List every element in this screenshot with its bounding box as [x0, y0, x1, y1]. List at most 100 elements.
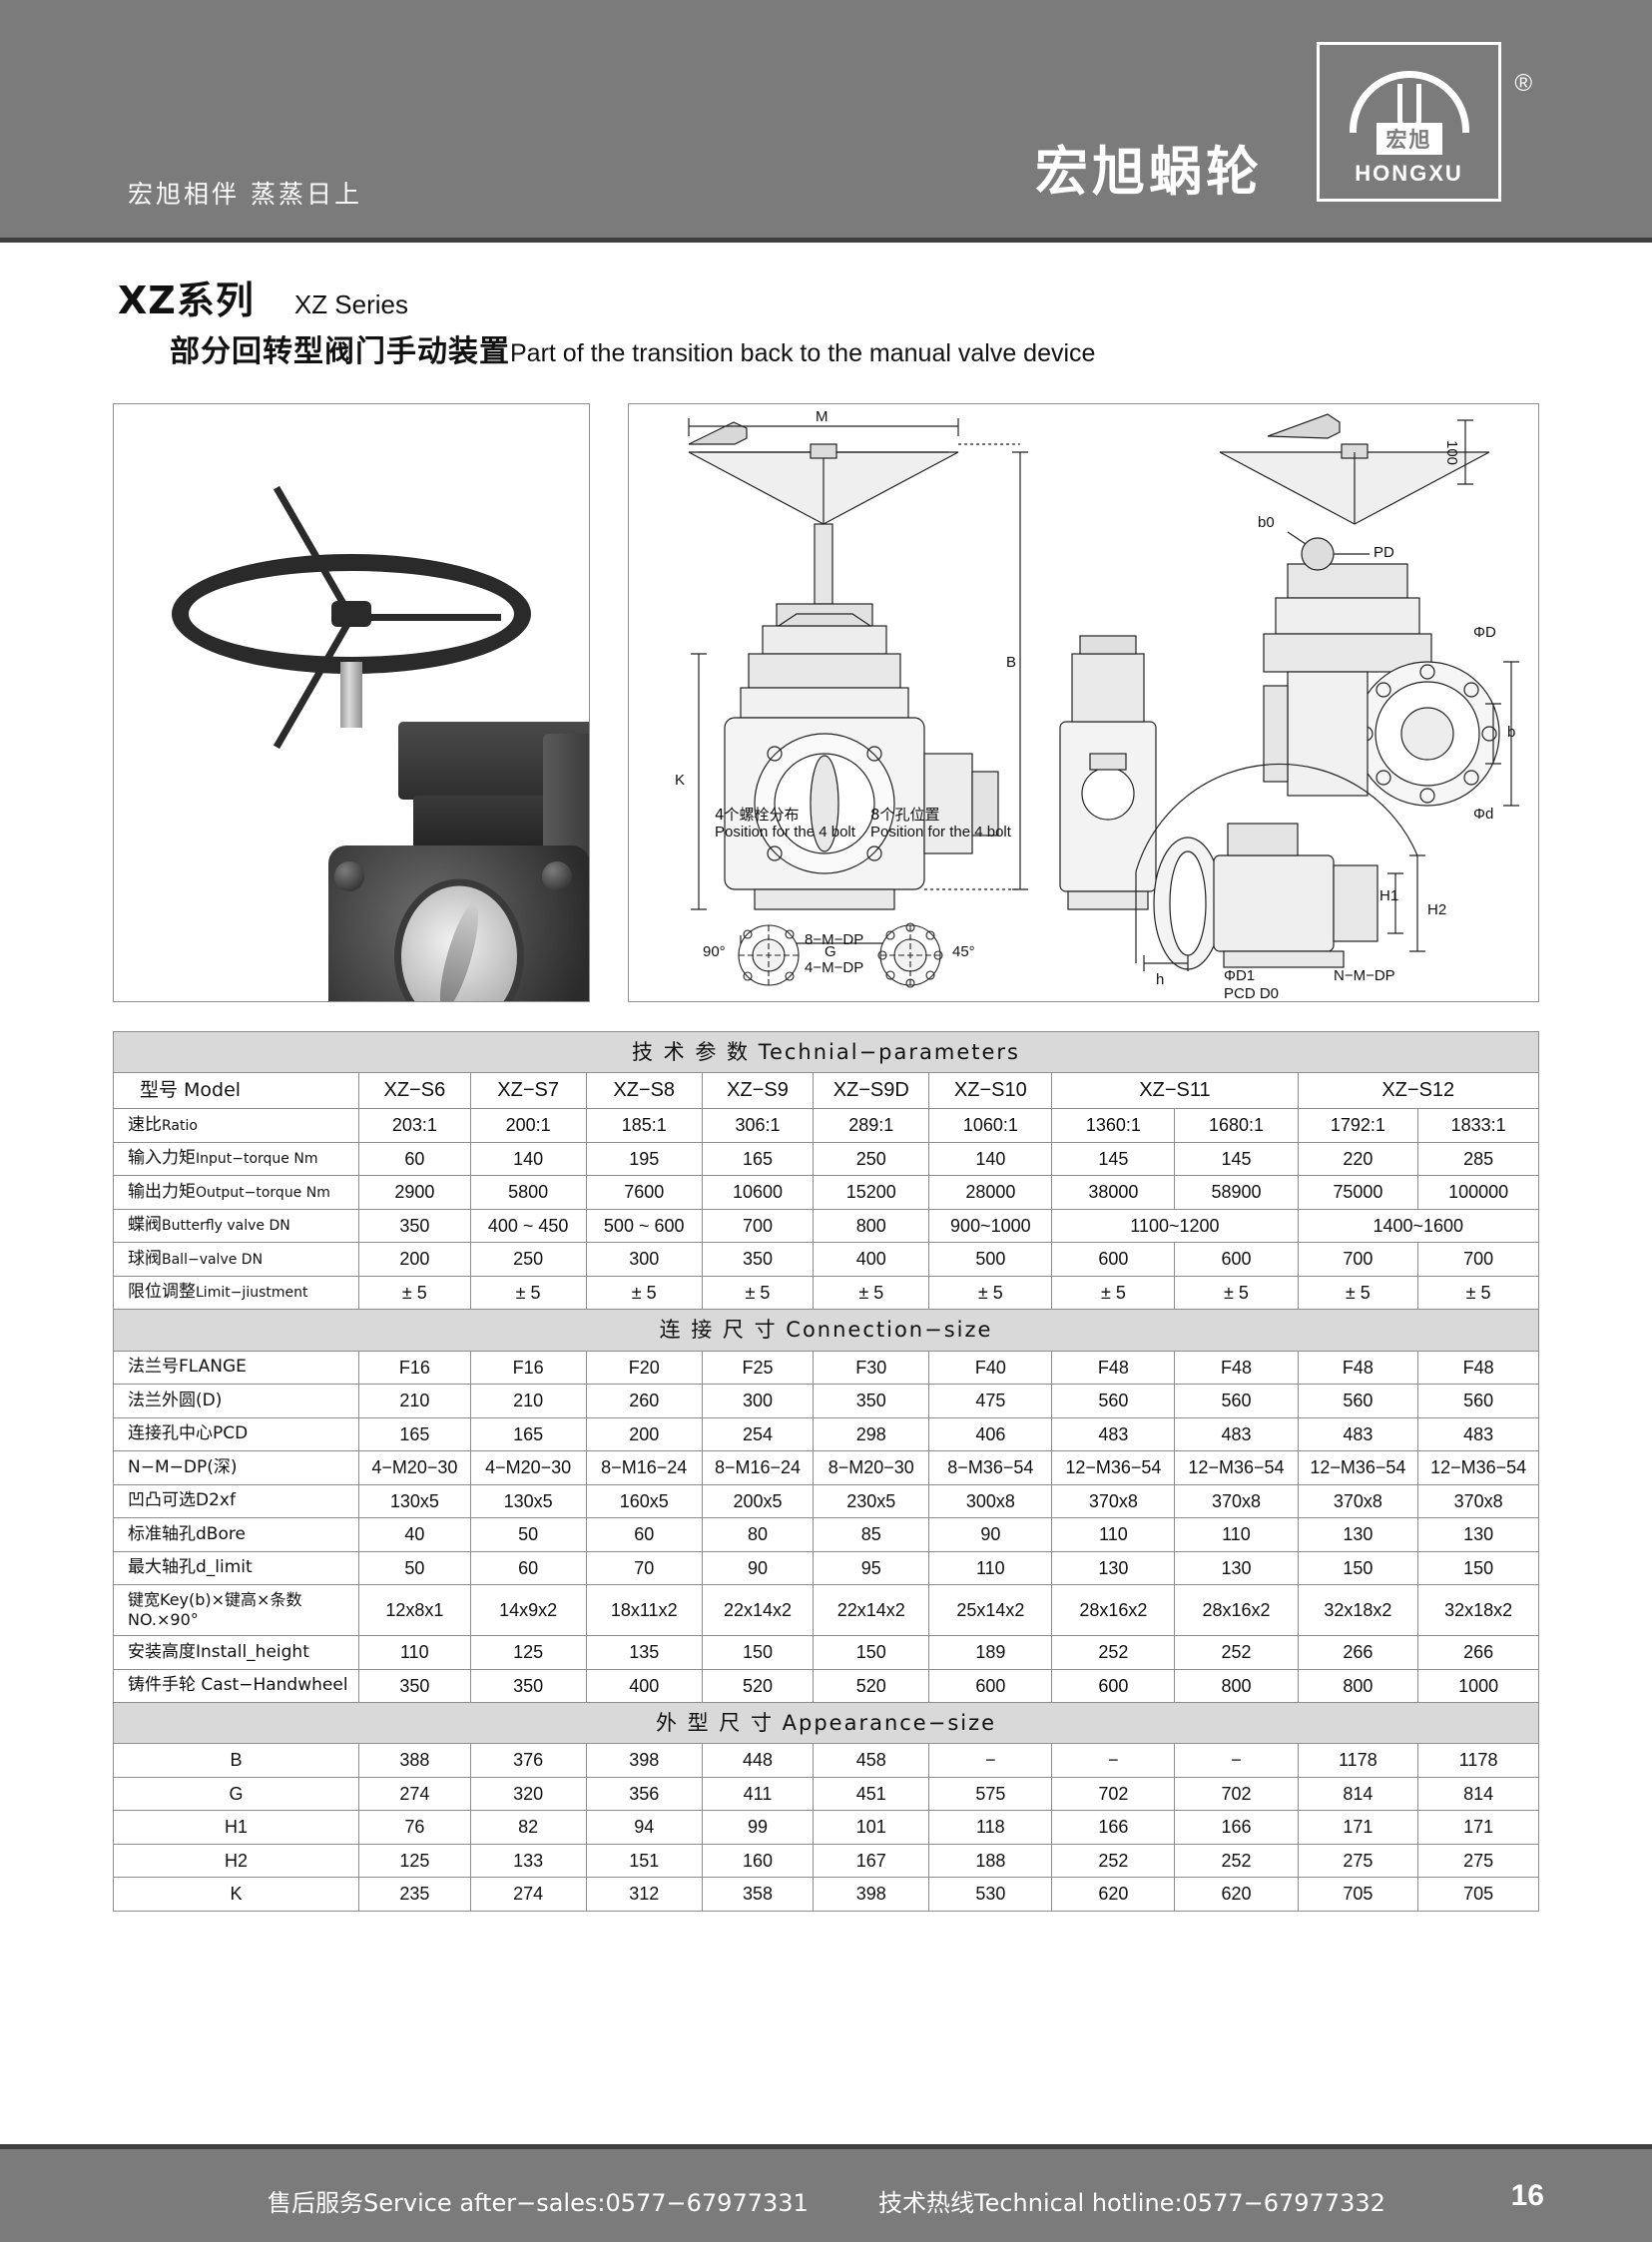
section-header-connection: 连 接 尺 寸 Connection−size	[113, 1309, 1539, 1352]
cell-limit-9: ± 5	[1417, 1275, 1539, 1311]
table-row-bore: 标准轴孔dBore 40 50 60 80 85 90 110 110 130 …	[112, 1517, 1539, 1552]
cell-G-0: 274	[358, 1776, 471, 1812]
row-label-G: G	[112, 1776, 360, 1812]
cell-input-8: 220	[1297, 1141, 1419, 1177]
cell-flange-1: F16	[469, 1350, 587, 1385]
cell-H2-3: 160	[701, 1843, 815, 1879]
cell-ratio-0: 203:1	[358, 1108, 471, 1143]
cell-flange-4: F30	[813, 1350, 930, 1385]
cell-key-0: 12x8x1	[358, 1584, 471, 1636]
cell-ball-9: 700	[1417, 1242, 1539, 1277]
note-8hole-cn: 8个孔位置	[870, 806, 940, 824]
dim-label-B: B	[1006, 654, 1017, 671]
cell-flange-2: F20	[585, 1350, 703, 1385]
cell-flange-7: F48	[1174, 1350, 1299, 1385]
cell-ball-3: 350	[701, 1242, 815, 1277]
cell-flange-6: F48	[1051, 1350, 1176, 1385]
logo-english-name: HONGXU	[1355, 161, 1463, 186]
table-row-key: 键宽Key(b)×键高×条数NO.×90° 12x8x1 14x9x2 18x1…	[112, 1584, 1539, 1636]
cell-input-9: 285	[1417, 1141, 1539, 1177]
cell-G-8: 814	[1297, 1776, 1419, 1812]
cell-pcd-8: 483	[1297, 1416, 1419, 1451]
cell-ratio-9: 1833:1	[1417, 1108, 1539, 1143]
cell-bore-7: 110	[1174, 1517, 1299, 1552]
cell-butterfly-7: 1400~1600	[1297, 1208, 1539, 1244]
disc-blade-graphic	[432, 899, 486, 1001]
cell-dlimit-8: 150	[1297, 1550, 1419, 1585]
cell-pcd-9: 483	[1417, 1416, 1539, 1451]
row-label-butterfly: 蝶阀Butterfly valve DN	[112, 1208, 360, 1244]
cell-H2-5: 188	[928, 1843, 1053, 1879]
registered-mark-icon: ®	[1514, 70, 1532, 97]
valve-disc-graphic	[394, 878, 524, 1001]
table-row-ball: 球阀Ball−valve DN 200 250 300 350 400 500 …	[112, 1242, 1539, 1277]
cell-d2xf-9: 370x8	[1417, 1483, 1539, 1518]
cell-K-1: 274	[469, 1877, 587, 1912]
cell-flangeod-1: 210	[469, 1384, 587, 1418]
stem-graphic	[340, 662, 362, 728]
cell-nmdp-9: 12−M36−54	[1417, 1450, 1539, 1485]
cell-H2-1: 133	[469, 1843, 587, 1879]
model-xz-s9: XZ−S9	[701, 1072, 815, 1110]
cell-output-5: 28000	[928, 1175, 1053, 1210]
cell-flangeod-5: 475	[928, 1384, 1053, 1418]
model-xz-s11: XZ−S11	[1051, 1072, 1299, 1110]
cell-ratio-5: 1060:1	[928, 1108, 1053, 1143]
cell-K-3: 358	[701, 1877, 815, 1912]
table-row-butterfly: 蝶阀Butterfly valve DN 350 400 ~ 450 500 ~…	[112, 1208, 1539, 1244]
cell-H1-7: 166	[1174, 1810, 1299, 1845]
cell-flange-5: F40	[928, 1350, 1053, 1385]
cell-input-2: 195	[585, 1141, 703, 1177]
cell-nmdp-1: 4−M20−30	[469, 1450, 587, 1485]
cell-G-7: 702	[1174, 1776, 1299, 1812]
dim-label-100: 100	[1443, 440, 1460, 466]
note-4bolt-cn: 4个螺栓分布	[715, 806, 800, 824]
cell-handwheel-9: 1000	[1417, 1668, 1539, 1703]
cell-H1-6: 166	[1051, 1810, 1176, 1845]
cell-pcd-1: 165	[469, 1416, 587, 1451]
cell-d2xf-4: 230x5	[813, 1483, 930, 1518]
cell-flangeod-2: 260	[585, 1384, 703, 1418]
cell-ball-2: 300	[585, 1242, 703, 1277]
cell-install-7: 252	[1174, 1635, 1299, 1670]
row-label-K: K	[112, 1877, 360, 1912]
dim-label-K: K	[675, 772, 686, 789]
cell-K-7: 620	[1174, 1877, 1299, 1912]
bolt-8-label: 8−M−DP	[805, 931, 864, 948]
cell-install-5: 189	[928, 1635, 1053, 1670]
cell-install-2: 135	[585, 1635, 703, 1670]
cell-flangeod-4: 350	[813, 1384, 930, 1418]
dim-label-M: M	[816, 408, 828, 425]
cell-ratio-3: 306:1	[701, 1108, 815, 1143]
note-4bolt-en: Position for the 4 bolt	[715, 824, 855, 841]
cell-limit-1: ± 5	[469, 1275, 587, 1311]
cell-ball-0: 200	[358, 1242, 471, 1277]
page-number: 16	[1510, 2179, 1544, 2212]
cell-dlimit-6: 130	[1051, 1550, 1176, 1585]
bolt-4-label: 4−M−DP	[805, 959, 864, 976]
drawing-svg	[688, 413, 1519, 988]
cell-dlimit-7: 130	[1174, 1550, 1299, 1585]
cell-limit-3: ± 5	[701, 1275, 815, 1311]
cell-ratio-7: 1680:1	[1174, 1108, 1299, 1143]
cell-ball-6: 600	[1051, 1242, 1176, 1277]
cell-dlimit-3: 90	[701, 1550, 815, 1585]
cell-d2xf-7: 370x8	[1174, 1483, 1299, 1518]
cell-d2xf-3: 200x5	[701, 1483, 815, 1518]
cell-ratio-6: 1360:1	[1051, 1108, 1176, 1143]
row-label-bore: 标准轴孔dBore	[112, 1517, 360, 1552]
cell-H2-2: 151	[585, 1843, 703, 1879]
cell-butterfly-3: 700	[701, 1208, 815, 1244]
cell-input-0: 60	[358, 1141, 471, 1177]
note-8hole-en: Position for the 4 bolt	[870, 824, 1011, 841]
cell-key-4: 22x14x2	[813, 1584, 930, 1636]
cell-limit-4: ± 5	[813, 1275, 930, 1311]
table-row-flange: 法兰号FLANGE F16 F16 F20 F25 F30 F40 F48 F4…	[112, 1350, 1539, 1385]
valve-body-graphic	[328, 845, 589, 1001]
cell-dlimit-9: 150	[1417, 1550, 1539, 1585]
cell-B-4: 458	[813, 1743, 930, 1778]
cell-handwheel-5: 600	[928, 1668, 1053, 1703]
cell-G-9: 814	[1417, 1776, 1539, 1812]
row-label-key: 键宽Key(b)×键高×条数NO.×90°	[112, 1584, 360, 1636]
cell-input-4: 250	[813, 1141, 930, 1177]
